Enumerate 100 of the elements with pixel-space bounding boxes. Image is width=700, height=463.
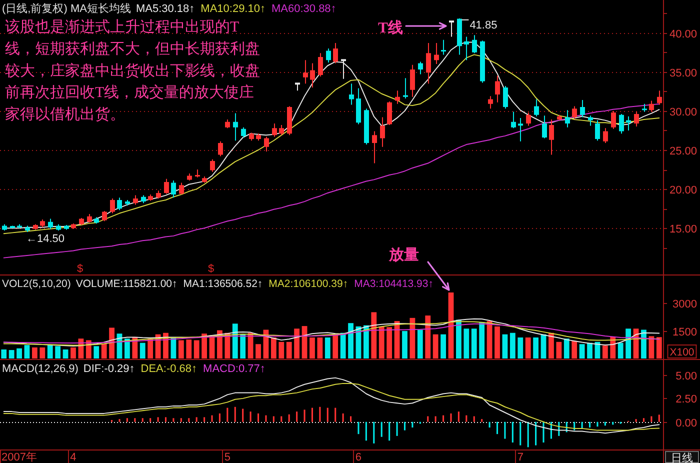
bar (47, 345, 53, 358)
candlestick (526, 112, 531, 126)
bar (55, 346, 61, 358)
candlestick (572, 106, 577, 120)
bar (62, 349, 68, 358)
y-tick-label: 2.50 (676, 394, 697, 406)
bar (648, 336, 654, 358)
bar (40, 347, 46, 358)
candlestick (387, 101, 392, 126)
bar (286, 342, 292, 358)
candlestick (79, 217, 84, 226)
candlestick (117, 197, 122, 211)
candlestick (2, 224, 7, 231)
chart-title: VOL2(5,10,20) (2, 278, 71, 290)
candlestick (588, 115, 593, 126)
bar (186, 340, 192, 358)
bar (94, 346, 100, 358)
chart-title: (日线,前复权) MA短长均线 (2, 2, 131, 15)
candlestick (395, 90, 400, 104)
candlestick (364, 108, 369, 146)
text: MA3:104413.93↑ (354, 278, 434, 290)
annotation: $ (208, 263, 214, 275)
candlestick (472, 34, 477, 54)
bar (502, 334, 508, 358)
bar (641, 330, 646, 358)
candlestick (595, 120, 600, 142)
bar (602, 346, 608, 358)
bar (310, 337, 315, 358)
candlestick (272, 122, 277, 138)
text: DEA:-0.68↑ (140, 363, 198, 375)
bar (232, 324, 238, 358)
bar (109, 328, 114, 358)
x-tick-label: 2007年 (2, 452, 38, 463)
bar (101, 344, 107, 358)
candlestick (164, 178, 169, 194)
candlestick (279, 124, 284, 136)
bar (618, 342, 624, 358)
bar (332, 335, 338, 358)
candlestick (534, 98, 539, 117)
bar (386, 327, 392, 358)
candlestick (179, 182, 184, 196)
y-tick-label: 25.00 (669, 146, 697, 158)
bar (564, 338, 570, 358)
bar (348, 323, 354, 358)
annotation: 该股也是渐进式上升过程中出现的T线，短期获利盘不大，但中长期获利盘较大，庄家盘中出货收出下影线，收盘前再次拉回收T线，成交量的放大使庄家得以借机出货。 (5, 18, 260, 124)
bar (8, 350, 14, 358)
annotation: ←14.50 (26, 233, 65, 246)
candlestick (372, 130, 377, 164)
candlestick (380, 116, 385, 148)
bar (432, 334, 438, 358)
y-axis-title: X100 (670, 346, 694, 358)
annotation: $ (76, 263, 84, 275)
candlestick (33, 224, 38, 230)
candlestick (403, 78, 408, 99)
candlestick (195, 169, 200, 178)
candlestick (256, 133, 261, 142)
candlestick (626, 116, 631, 131)
bar (548, 332, 554, 358)
candlestick (64, 224, 69, 230)
candlestick (488, 96, 493, 110)
bar (178, 340, 184, 358)
candlestick (295, 82, 300, 92)
bar (378, 326, 384, 358)
candlestick (71, 222, 76, 230)
annotation: 放量 (388, 246, 419, 264)
y-tick-label: 40.00 (669, 28, 697, 40)
candlestick (125, 200, 130, 206)
candlestick (87, 214, 92, 224)
bar (148, 338, 154, 358)
bar (479, 322, 485, 358)
bar (494, 326, 500, 358)
y-tick-label: 20.00 (669, 184, 697, 196)
candlestick (542, 115, 547, 139)
candlestick (56, 224, 61, 231)
bar (1, 349, 7, 358)
candlestick (187, 172, 192, 181)
bar (456, 320, 462, 358)
text: DIF:-0.29↑ (83, 363, 135, 375)
chart-title: MACD(12,26,9) (2, 363, 78, 375)
bar (124, 338, 130, 358)
x-tick-label: 4 (70, 452, 76, 463)
candlestick (410, 64, 415, 98)
text: MA10:29.10↑ (200, 3, 266, 15)
candlestick (110, 198, 115, 214)
candlestick (156, 190, 161, 199)
candlestick (426, 42, 431, 84)
candlestick (218, 140, 223, 157)
bar (70, 347, 76, 358)
candlestick (511, 111, 516, 129)
bar (194, 340, 200, 358)
candlestick (40, 219, 45, 228)
candlestick (17, 224, 22, 229)
candlestick (434, 42, 439, 65)
bar (363, 325, 369, 358)
candlestick (102, 210, 107, 222)
bar (240, 334, 246, 358)
y-tick-label: 0.00 (676, 418, 697, 430)
candlestick (287, 106, 292, 136)
candlestick (202, 176, 207, 184)
candlestick (318, 52, 323, 78)
